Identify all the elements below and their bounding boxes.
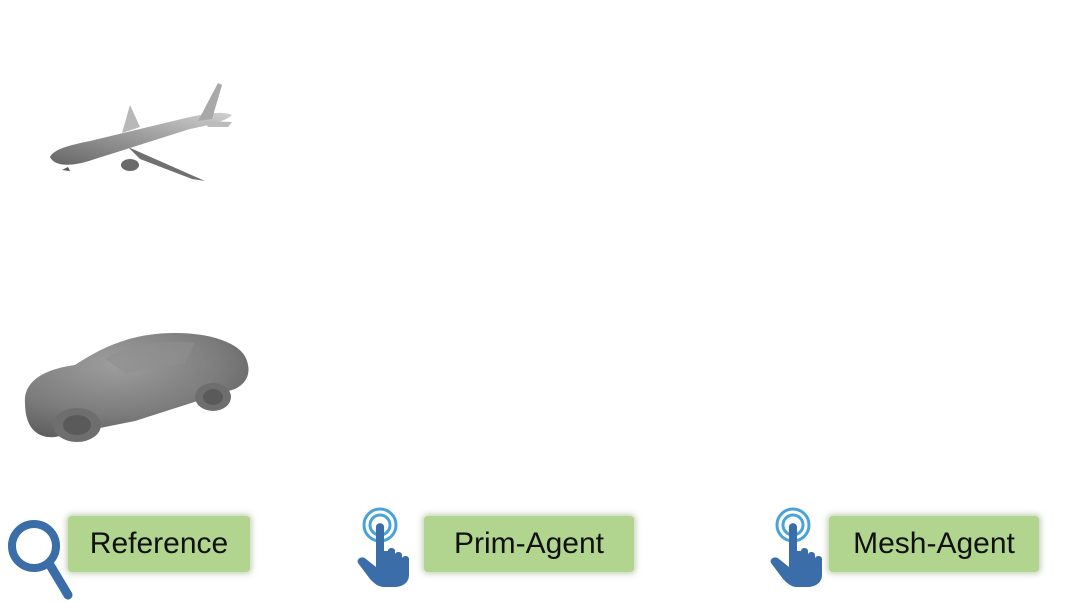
reference-label-group: Reference — [0, 505, 260, 600]
touch-hand-icon — [770, 507, 822, 587]
reference-label: Reference — [68, 516, 250, 572]
car-render — [24, 333, 249, 442]
airplane-render — [50, 83, 232, 181]
touch-hand-icon — [357, 507, 409, 587]
mesh-agent-label-group: Mesh-Agent — [765, 505, 1065, 595]
prim-agent-label-group: Prim-Agent — [350, 505, 650, 595]
prim-agent-label: Prim-Agent — [424, 516, 634, 572]
mesh-agent-label: Mesh-Agent — [829, 516, 1039, 572]
magnifier-icon — [8, 520, 73, 600]
